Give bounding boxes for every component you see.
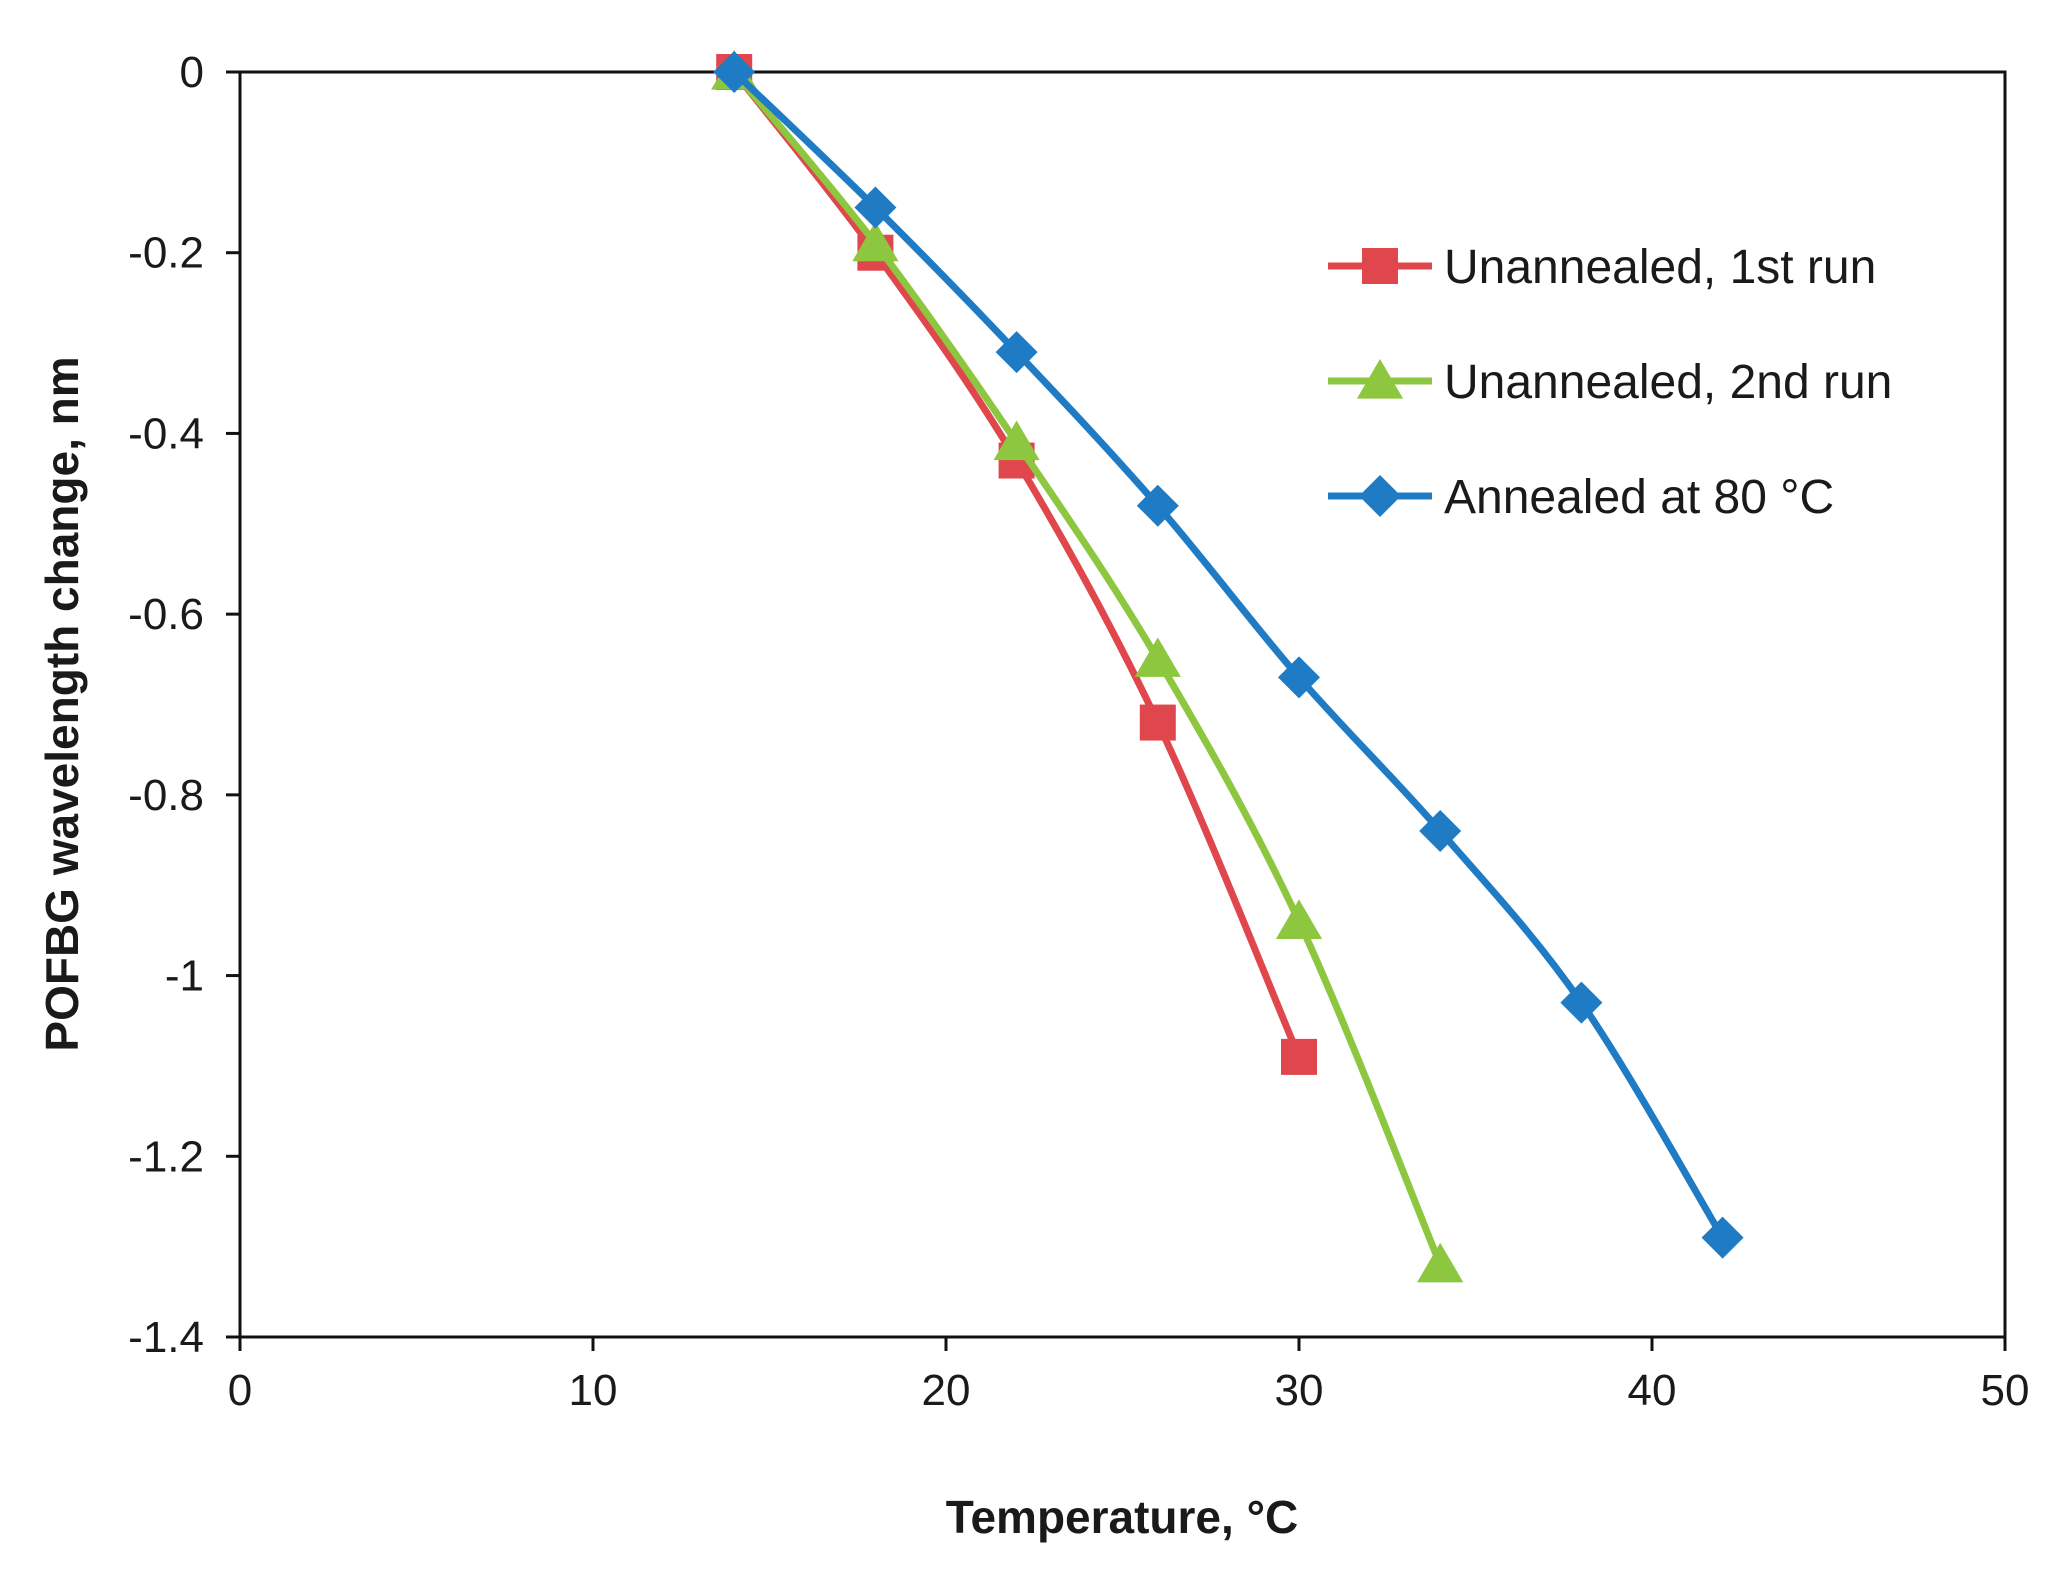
data-point [713,51,756,93]
legend-marker [1359,475,1401,517]
data-point [854,186,897,229]
y-tick-label: 0 [180,48,204,97]
plot-area [238,70,2007,1339]
legend-entry: Unannealed, 2nd run [1328,356,1892,409]
x-axis-title: Temperature, °C [946,1491,1298,1543]
series-line [730,68,1303,1061]
data-point [1560,981,1603,1024]
data-point [1701,1216,1744,1259]
y-tick-label: -0.4 [128,409,204,458]
x-tick-label: 20 [922,1366,971,1415]
series-2 [713,51,1744,1259]
y-axis-title: POFBG wavelength change, nm [36,356,88,1051]
y-tick-label: -1.2 [128,1132,204,1181]
data-point [1417,1242,1464,1283]
data-point [1134,637,1181,677]
y-tick-label: -0.6 [128,590,204,639]
data-point [995,331,1038,374]
data-point [1139,704,1176,741]
x-tick-label: 30 [1275,1366,1324,1415]
data-point [852,221,899,262]
y-tick-label: -1.4 [128,1313,204,1362]
x-tick-label: 40 [1628,1366,1677,1415]
x-tick-label: 0 [228,1366,252,1415]
data-point [1278,656,1320,699]
y-tick-label: -0.8 [128,771,204,820]
data-point [1275,899,1323,939]
legend-label: Unannealed, 2nd run [1444,356,1892,409]
data-point [1136,484,1179,527]
legend-marker [1356,359,1404,399]
data-point [1281,1038,1317,1075]
legend-label: Annealed at 80 °C [1444,471,1834,524]
x-tick-label: 10 [569,1366,618,1415]
legend-entry: Annealed at 80 °C [1328,471,1834,524]
data-point [1419,810,1462,852]
series-1 [711,50,1464,1283]
legend-entry: Unannealed, 1st run [1328,241,1876,294]
y-tick-label: -1 [165,952,204,1001]
legend-label: Unannealed, 1st run [1444,241,1876,294]
legend-marker [1362,248,1398,284]
data-point [993,420,1040,461]
y-tick-label: -0.2 [128,229,204,278]
x-tick-label: 50 [1981,1366,2030,1415]
